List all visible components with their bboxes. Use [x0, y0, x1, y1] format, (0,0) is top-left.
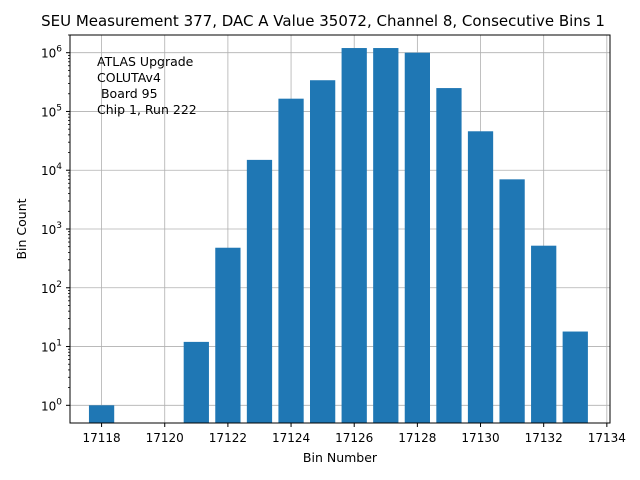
x-tick-label: 17118 — [82, 431, 120, 445]
bar-17130 — [467, 131, 494, 423]
x-tick-label: 17124 — [272, 431, 310, 445]
x-axis-ticks: 17118 17120 17122 17124 17126 17128 17130 17132… — [82, 423, 626, 445]
bar-17126 — [341, 48, 367, 423]
annotation-line: Board 95 — [97, 86, 158, 101]
bar-17131 — [499, 179, 525, 423]
chart-title: SEU Measurement 377, DAC A Value 35072, … — [41, 12, 605, 30]
x-tick-label: 17120 — [146, 431, 184, 445]
bar-17132 — [531, 245, 557, 423]
bar-17127 — [373, 48, 399, 423]
y-tick-label: 104 — [41, 162, 62, 178]
y-axis-ticks: 100 101 102 103 104 105 106 — [41, 34, 70, 413]
y-tick-label: 101 — [41, 339, 62, 355]
x-tick-label: 17134 — [588, 431, 626, 445]
annotation-line: COLUTAv4 — [97, 70, 161, 85]
bar-17122 — [215, 247, 241, 423]
y-tick-label: 106 — [41, 45, 62, 61]
annotation-line: ATLAS Upgrade — [97, 54, 194, 69]
x-tick-label: 17128 — [398, 431, 436, 445]
bars-group — [88, 48, 588, 424]
bar-17118 — [88, 405, 115, 423]
x-tick-label: 17126 — [335, 431, 373, 445]
bar-17121 — [183, 341, 209, 423]
bar-17133 — [562, 331, 588, 423]
y-axis-label: Bin Count — [14, 198, 29, 259]
x-tick-label: 17132 — [525, 431, 563, 445]
bar-17125 — [310, 80, 336, 423]
bar-17124 — [278, 98, 304, 423]
x-axis-label: Bin Number — [303, 450, 378, 465]
y-tick-label: 102 — [41, 280, 62, 296]
y-tick-label: 103 — [41, 221, 62, 237]
bar-17128 — [404, 52, 430, 423]
x-tick-label: 17130 — [461, 431, 499, 445]
y-tick-label: 105 — [41, 103, 62, 119]
y-tick-label: 100 — [41, 397, 62, 413]
bar-17123 — [246, 159, 273, 424]
annotation-line: Chip 1, Run 222 — [97, 102, 197, 117]
bar-17129 — [436, 88, 462, 423]
x-tick-label: 17122 — [209, 431, 247, 445]
